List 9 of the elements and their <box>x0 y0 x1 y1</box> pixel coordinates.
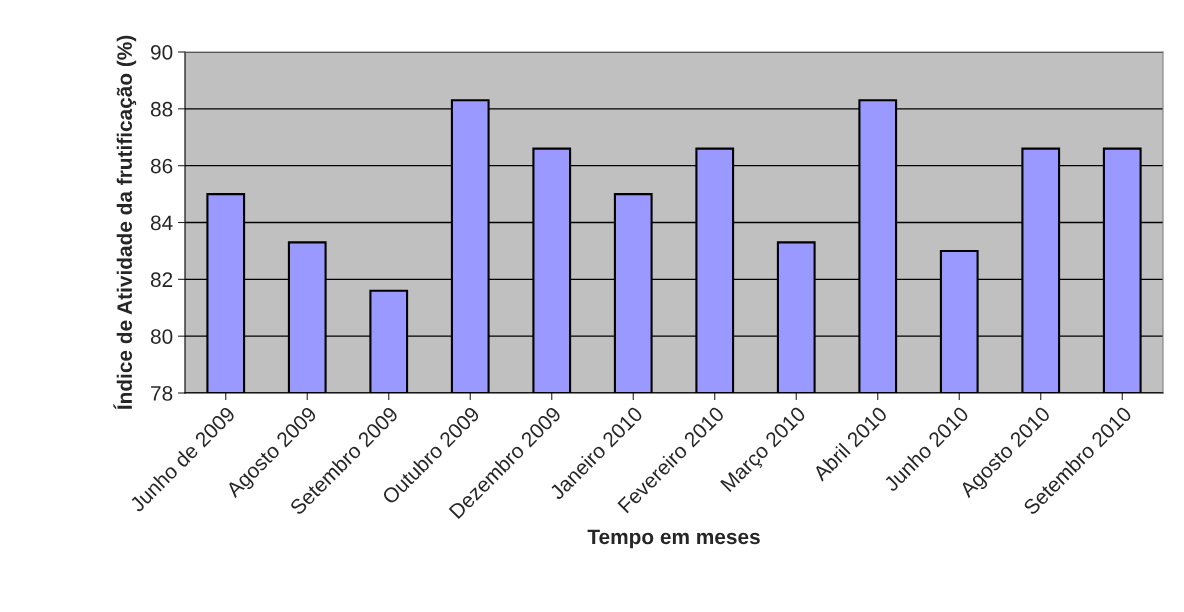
y-tick-label: 84 <box>150 215 173 231</box>
y-tick-label: 88 <box>150 101 173 117</box>
x-axis-title: Tempo em meses <box>587 529 760 549</box>
y-tick-label: 82 <box>150 272 173 288</box>
y-tick-label: 80 <box>150 329 173 344</box>
y-axis-title: Índice de Atividade da frutificação (%) <box>113 35 137 410</box>
y-tick-label: 90 <box>151 45 173 60</box>
y-tick-label: 86 <box>150 158 173 174</box>
y-tick-label: 78 <box>151 386 173 401</box>
